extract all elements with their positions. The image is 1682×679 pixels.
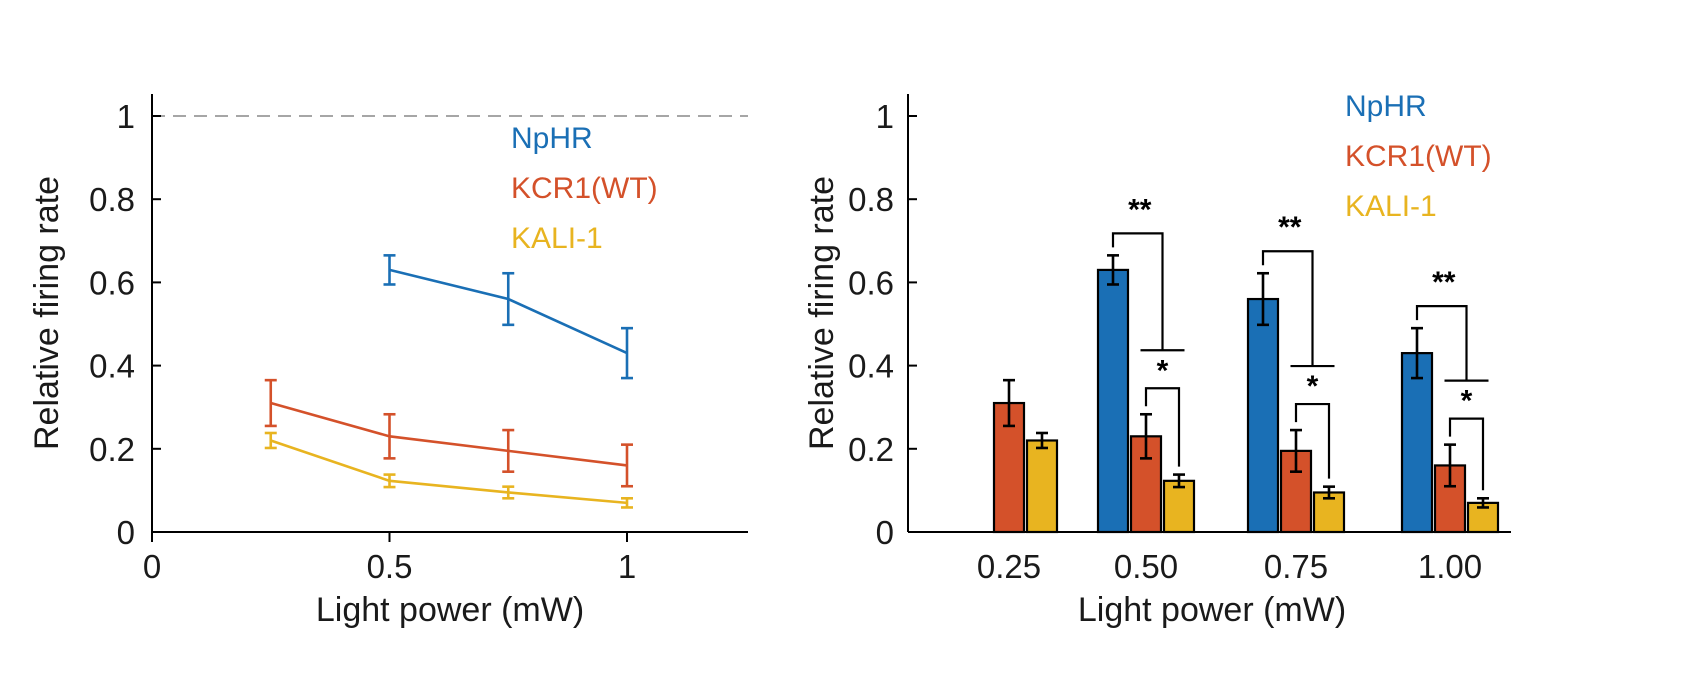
series-nphr <box>1096 254 1434 534</box>
outer-significance-label: ** <box>1128 193 1152 226</box>
legend-item: KCR1(WT) <box>511 172 658 205</box>
bar <box>1096 268 1130 534</box>
outer-bracket <box>1261 250 1314 367</box>
x-tick-label: 0.25 <box>977 548 1041 585</box>
series-kali-1 <box>264 431 633 509</box>
legend-item: NpHR <box>511 122 593 155</box>
inner-bracket <box>1144 387 1181 467</box>
x-axis-title: Light power (mW) <box>1078 591 1346 629</box>
bar <box>1025 439 1059 534</box>
y-axis-title: Relative firing rate <box>803 176 841 450</box>
inner-significance-label: * <box>1307 370 1319 403</box>
series-kcr1-wt- <box>264 378 633 488</box>
series-line <box>270 401 628 467</box>
bar-chart-panel: 00.20.40.60.81 0.25 0.50 0.75 1.00 ********… <box>803 90 1511 629</box>
x-axis-title: Light power (mW) <box>316 591 584 629</box>
legend: NpHR KCR1(WT) KALI-1 <box>1345 90 1492 223</box>
legend-item: NpHR <box>1345 90 1427 123</box>
y-tick-label: 0.6 <box>89 264 135 301</box>
y-tick-label: 0.4 <box>848 348 894 385</box>
inner-significance-label: * <box>1461 385 1473 418</box>
bar <box>1246 297 1280 534</box>
x-tick-label: 0.50 <box>1114 548 1178 585</box>
series-line <box>270 439 628 505</box>
x-tick-label: 0 <box>143 548 161 585</box>
y-tick-label: 0.2 <box>89 431 135 468</box>
series-kcr1-wt- <box>992 378 1467 534</box>
y-ticks: 0 0.2 0.4 0.6 0.8 1 <box>89 98 161 551</box>
y-tick-label: 1 <box>876 98 894 135</box>
bar <box>1162 479 1196 534</box>
bar <box>1400 352 1434 534</box>
significance-bracket: *** <box>1261 211 1335 479</box>
y-tick-label: 1 <box>117 98 135 135</box>
bars-group <box>992 254 1500 534</box>
x-tick-label: 0.75 <box>1264 548 1328 585</box>
outer-bracket <box>1111 232 1164 351</box>
legend-item: KALI-1 <box>511 222 603 255</box>
x-tick-label: 1.00 <box>1418 548 1482 585</box>
y-axis-title: Relative firing rate <box>28 176 66 450</box>
y-tick-label: 0 <box>876 514 894 551</box>
y-tick-label: 0.6 <box>848 264 894 301</box>
series-group <box>264 254 633 509</box>
outer-significance-label: ** <box>1432 266 1456 299</box>
y-tick-label: 0 <box>117 514 135 551</box>
legend-item: KCR1(WT) <box>1345 140 1492 173</box>
outer-bracket <box>1415 305 1468 381</box>
y-tick-label: 0.8 <box>89 181 135 218</box>
line-chart-panel: 00.20.40.60.81 0 0.5 1 Relative firing rat… <box>28 94 748 629</box>
series-kali-1 <box>1025 431 1500 534</box>
y-tick-label: 0.8 <box>848 181 894 218</box>
x-ticks: 0 0.5 1 <box>143 532 636 585</box>
y-tick-label: 0.2 <box>848 431 894 468</box>
outer-significance-label: ** <box>1278 211 1302 244</box>
significance-bracket: *** <box>1111 193 1185 467</box>
y-tick-label: 0.4 <box>89 348 135 385</box>
x-ticks: 0.25 0.50 0.75 1.00 <box>977 548 1482 585</box>
inner-bracket <box>1448 417 1485 491</box>
legend: NpHR KCR1(WT) KALI-1 <box>511 122 658 255</box>
significance-group: ********* <box>1111 193 1489 491</box>
inner-bracket <box>1294 402 1331 479</box>
x-tick-label: 0.5 <box>367 548 413 585</box>
y-ticks: 0 0.2 0.4 0.6 0.8 1 <box>848 98 917 551</box>
legend-item: KALI-1 <box>1345 190 1437 223</box>
x-tick-label: 1 <box>618 548 636 585</box>
series-nphr <box>383 254 633 380</box>
significance-bracket: *** <box>1415 266 1489 491</box>
inner-significance-label: * <box>1157 354 1169 387</box>
